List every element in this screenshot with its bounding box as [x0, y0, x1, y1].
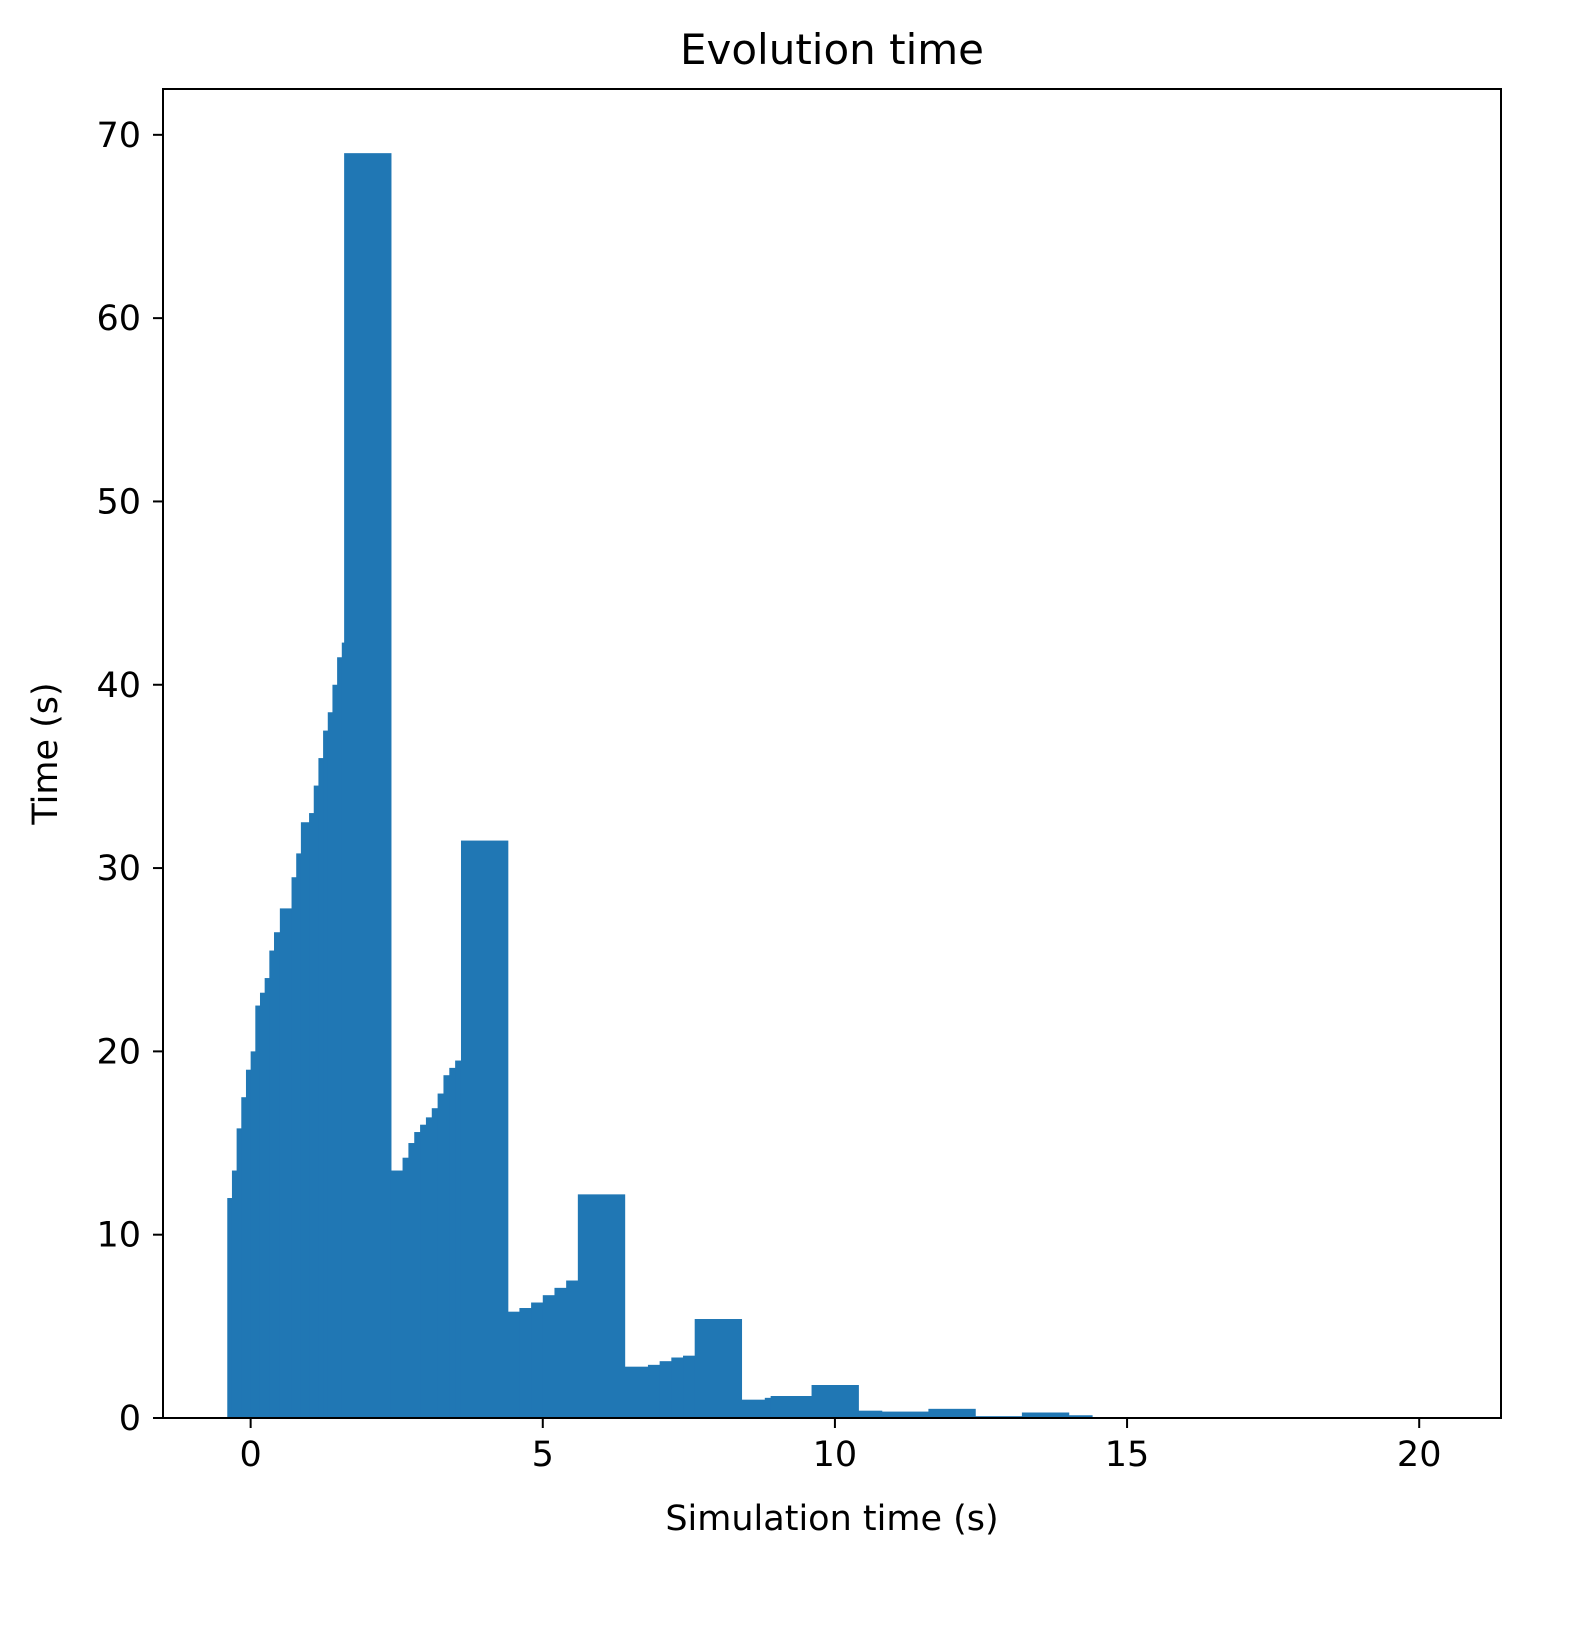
histogram-bar — [741, 1399, 766, 1418]
y-tick-label: 20 — [96, 1032, 141, 1072]
histogram-bar — [344, 153, 392, 1419]
histogram-bar — [318, 758, 324, 1418]
histogram-bar — [341, 642, 345, 1418]
histogram-bar — [811, 1385, 859, 1418]
x-tick-label: 0 — [240, 1435, 262, 1475]
histogram-bar — [313, 785, 320, 1418]
histogram-bar — [236, 1128, 242, 1418]
histogram-bar — [279, 908, 293, 1418]
histogram-bar — [390, 1170, 404, 1418]
histogram-bar — [300, 822, 310, 1418]
histogram-bar — [542, 1295, 556, 1418]
histogram-bar — [431, 1108, 439, 1418]
histogram-bar — [577, 1194, 626, 1418]
histogram-bar — [420, 1124, 427, 1418]
histogram-bar — [309, 813, 315, 1418]
histogram-bar — [255, 1005, 261, 1418]
histogram-bar — [519, 1308, 532, 1418]
histogram-bar — [881, 1411, 930, 1418]
histogram-bar — [659, 1361, 672, 1418]
histogram-bar — [770, 1396, 813, 1418]
y-tick-label: 30 — [96, 849, 141, 889]
y-axis-title: Time (s) — [26, 682, 66, 825]
histogram-bar — [437, 1093, 445, 1418]
chart-title: Evolution time — [680, 25, 984, 74]
histogram-bar — [337, 657, 343, 1418]
y-tick-label: 50 — [96, 482, 141, 522]
x-tick-label: 20 — [1397, 1435, 1442, 1475]
histogram-bar — [425, 1117, 433, 1418]
x-tick-label: 15 — [1105, 1435, 1150, 1475]
histogram-bar — [928, 1408, 976, 1418]
histogram-bar — [327, 712, 334, 1418]
histogram-bar — [227, 1198, 233, 1418]
histogram-bar — [323, 730, 329, 1418]
histogram-bar — [231, 1170, 238, 1418]
histogram-bar — [274, 932, 281, 1418]
x-axis-ticks: 0 5 10 15 20 — [240, 1418, 1442, 1475]
histogram-bar — [624, 1366, 649, 1418]
histogram-bar — [554, 1287, 567, 1418]
y-tick-label: 10 — [96, 1216, 141, 1256]
histogram-bar — [402, 1157, 409, 1418]
histogram-bar — [683, 1355, 696, 1418]
x-tick-label: 10 — [813, 1435, 858, 1475]
histogram-bar — [408, 1143, 415, 1418]
histogram-bar — [460, 840, 509, 1418]
y-tick-label: 70 — [96, 116, 141, 156]
y-tick-label: 0 — [119, 1399, 141, 1439]
histogram-bar — [764, 1397, 772, 1418]
histogram-bar — [671, 1357, 684, 1418]
histogram-bar — [1068, 1415, 1093, 1418]
x-tick-label: 5 — [532, 1435, 554, 1475]
histogram-bar — [455, 1060, 462, 1418]
y-axis-ticks: 0 10 20 30 40 50 60 70 — [96, 116, 163, 1439]
histogram-bar — [566, 1280, 579, 1418]
histogram-bar — [449, 1067, 456, 1418]
histogram-bar — [269, 950, 275, 1418]
histogram-bar — [332, 684, 338, 1418]
plot-frame — [162, 88, 1502, 1419]
histogram-bar — [250, 1051, 256, 1418]
histogram-bar — [1021, 1412, 1070, 1418]
histogram-bar — [259, 992, 266, 1418]
histogram-bars — [227, 153, 1093, 1419]
y-tick-label: 40 — [96, 666, 141, 706]
histogram-bar — [507, 1311, 521, 1418]
histogram-bar — [296, 853, 302, 1418]
y-tick-label: 60 — [96, 299, 141, 339]
histogram-bar — [443, 1075, 450, 1418]
histogram-bar — [414, 1132, 421, 1418]
histogram-bar — [858, 1410, 883, 1418]
histogram-bar — [531, 1302, 544, 1418]
histogram-bar — [291, 877, 297, 1418]
histogram-bar — [245, 1069, 252, 1418]
histogram-bar — [264, 978, 270, 1418]
histogram-bar — [241, 1097, 247, 1418]
histogram-bar — [647, 1364, 661, 1418]
x-axis-title: Simulation time (s) — [665, 1499, 998, 1539]
histogram-bar — [694, 1319, 743, 1418]
